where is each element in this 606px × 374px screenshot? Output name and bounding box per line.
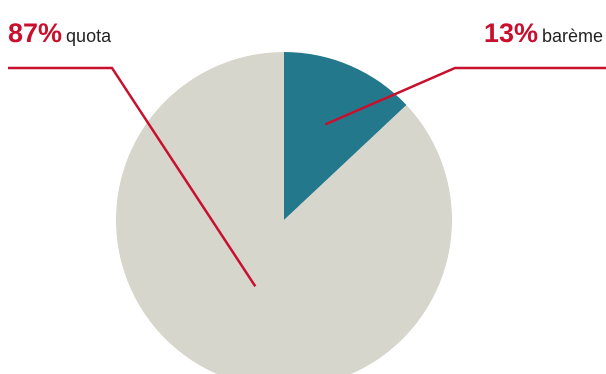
quota-label: quota (66, 26, 112, 46)
bareme-label: barème (542, 26, 603, 46)
leader-lines (8, 66, 606, 287)
leader-line-quota (8, 66, 257, 287)
bareme-percent: 13% (484, 18, 538, 48)
leader-line-bareme (324, 66, 606, 126)
slice-label-bareme: 13% barème (484, 18, 603, 48)
pie-slice-bareme (284, 52, 407, 220)
pie-slices (116, 52, 452, 374)
quota-percent: 87% (8, 18, 62, 48)
slice-labels: 13% barème 87% quota (8, 18, 603, 48)
slice-label-quota: 87% quota (8, 18, 112, 48)
pie-slice-quota (116, 52, 452, 374)
